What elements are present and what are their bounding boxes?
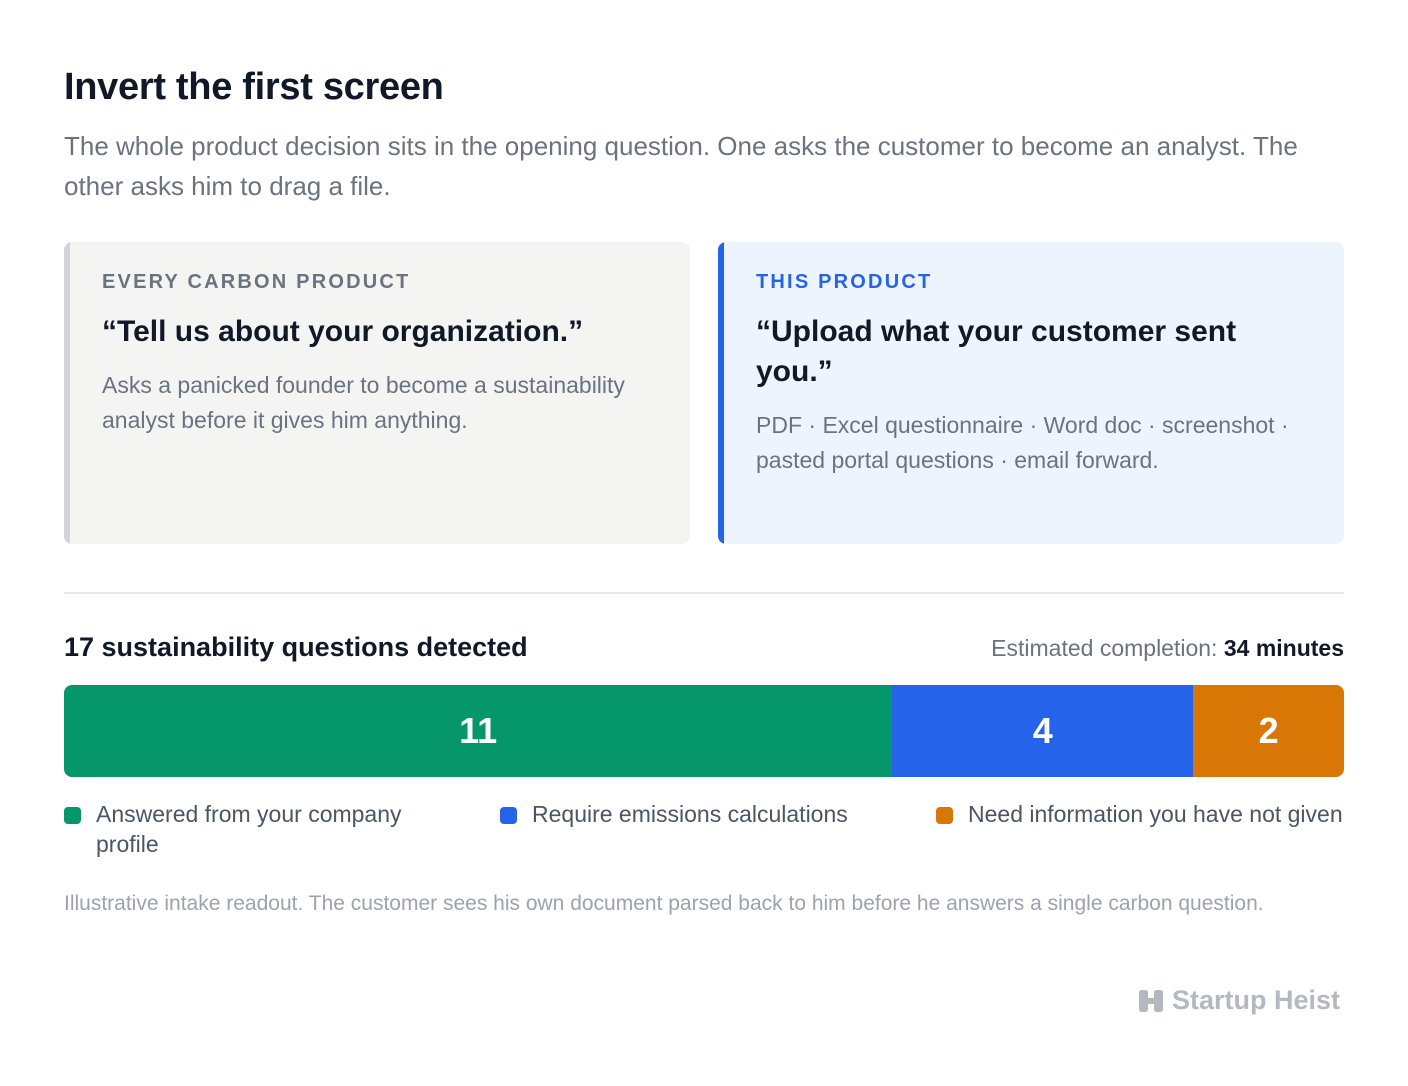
page: Invert the first screen The whole produc… bbox=[64, 62, 1344, 919]
page-subtitle: The whole product decision sits in the o… bbox=[64, 131, 1298, 201]
page-title: Invert the first screen bbox=[64, 66, 444, 108]
chart-legend: Answered from your company profile Requir… bbox=[64, 799, 1344, 859]
legend-swatch bbox=[936, 807, 953, 824]
legend-item: Need information you have not given bbox=[936, 799, 1344, 859]
card-this-product: THIS PRODUCT “Upload what your customer … bbox=[718, 242, 1344, 544]
legend-label: Need information you have not given bbox=[968, 801, 1343, 827]
card-every-carbon-product: EVERY CARBON PRODUCT “Tell us about your… bbox=[64, 242, 690, 544]
bar-segment: 4 bbox=[892, 685, 1194, 777]
eta-value: 34 minutes bbox=[1223, 635, 1344, 661]
bar-segment-label: 11 bbox=[459, 710, 498, 751]
card-accent-bar bbox=[64, 242, 70, 544]
card-description: PDF · Excel questionnaire · Word doc · s… bbox=[756, 412, 1289, 473]
card-quote: “Upload what your customer sent you.” bbox=[756, 315, 1237, 388]
legend-item: Require emissions calculations bbox=[500, 799, 936, 859]
bar-segment: 11 bbox=[64, 685, 893, 777]
startup-heist-logo-icon bbox=[1138, 989, 1163, 1012]
section-divider bbox=[64, 592, 1344, 594]
summary-row: 17 sustainability questions detected Est… bbox=[64, 632, 1344, 663]
card-description: Asks a panicked founder to become a sust… bbox=[102, 372, 625, 433]
card-kicker: EVERY CARBON PRODUCT bbox=[102, 271, 411, 293]
legend-swatch bbox=[500, 807, 517, 824]
footnote: Illustrative intake readout. The custome… bbox=[64, 892, 1264, 915]
questions-detected-title: 17 sustainability questions detected bbox=[64, 632, 528, 662]
bar-segment-label: 4 bbox=[1032, 710, 1053, 751]
legend-label: Require emissions calculations bbox=[532, 801, 848, 827]
card-kicker: THIS PRODUCT bbox=[756, 271, 933, 293]
stacked-bar-chart: 11 4 2 bbox=[64, 685, 1344, 777]
estimated-completion: Estimated completion: 34 minutes bbox=[991, 635, 1344, 662]
legend-item: Answered from your company profile bbox=[64, 799, 500, 859]
brand-logo: Startup Heist bbox=[1138, 985, 1340, 1016]
legend-swatch bbox=[64, 807, 81, 824]
legend-label: Answered from your company profile bbox=[96, 801, 402, 857]
card-quote: “Tell us about your organization.” bbox=[102, 315, 584, 348]
bar-segment: 2 bbox=[1193, 685, 1344, 777]
comparison-cards: EVERY CARBON PRODUCT “Tell us about your… bbox=[64, 242, 1344, 544]
bar-segment-label: 2 bbox=[1258, 710, 1279, 751]
brand-name: Startup Heist bbox=[1171, 985, 1340, 1015]
card-accent-bar bbox=[718, 242, 724, 544]
eta-label: Estimated completion: bbox=[991, 635, 1224, 661]
